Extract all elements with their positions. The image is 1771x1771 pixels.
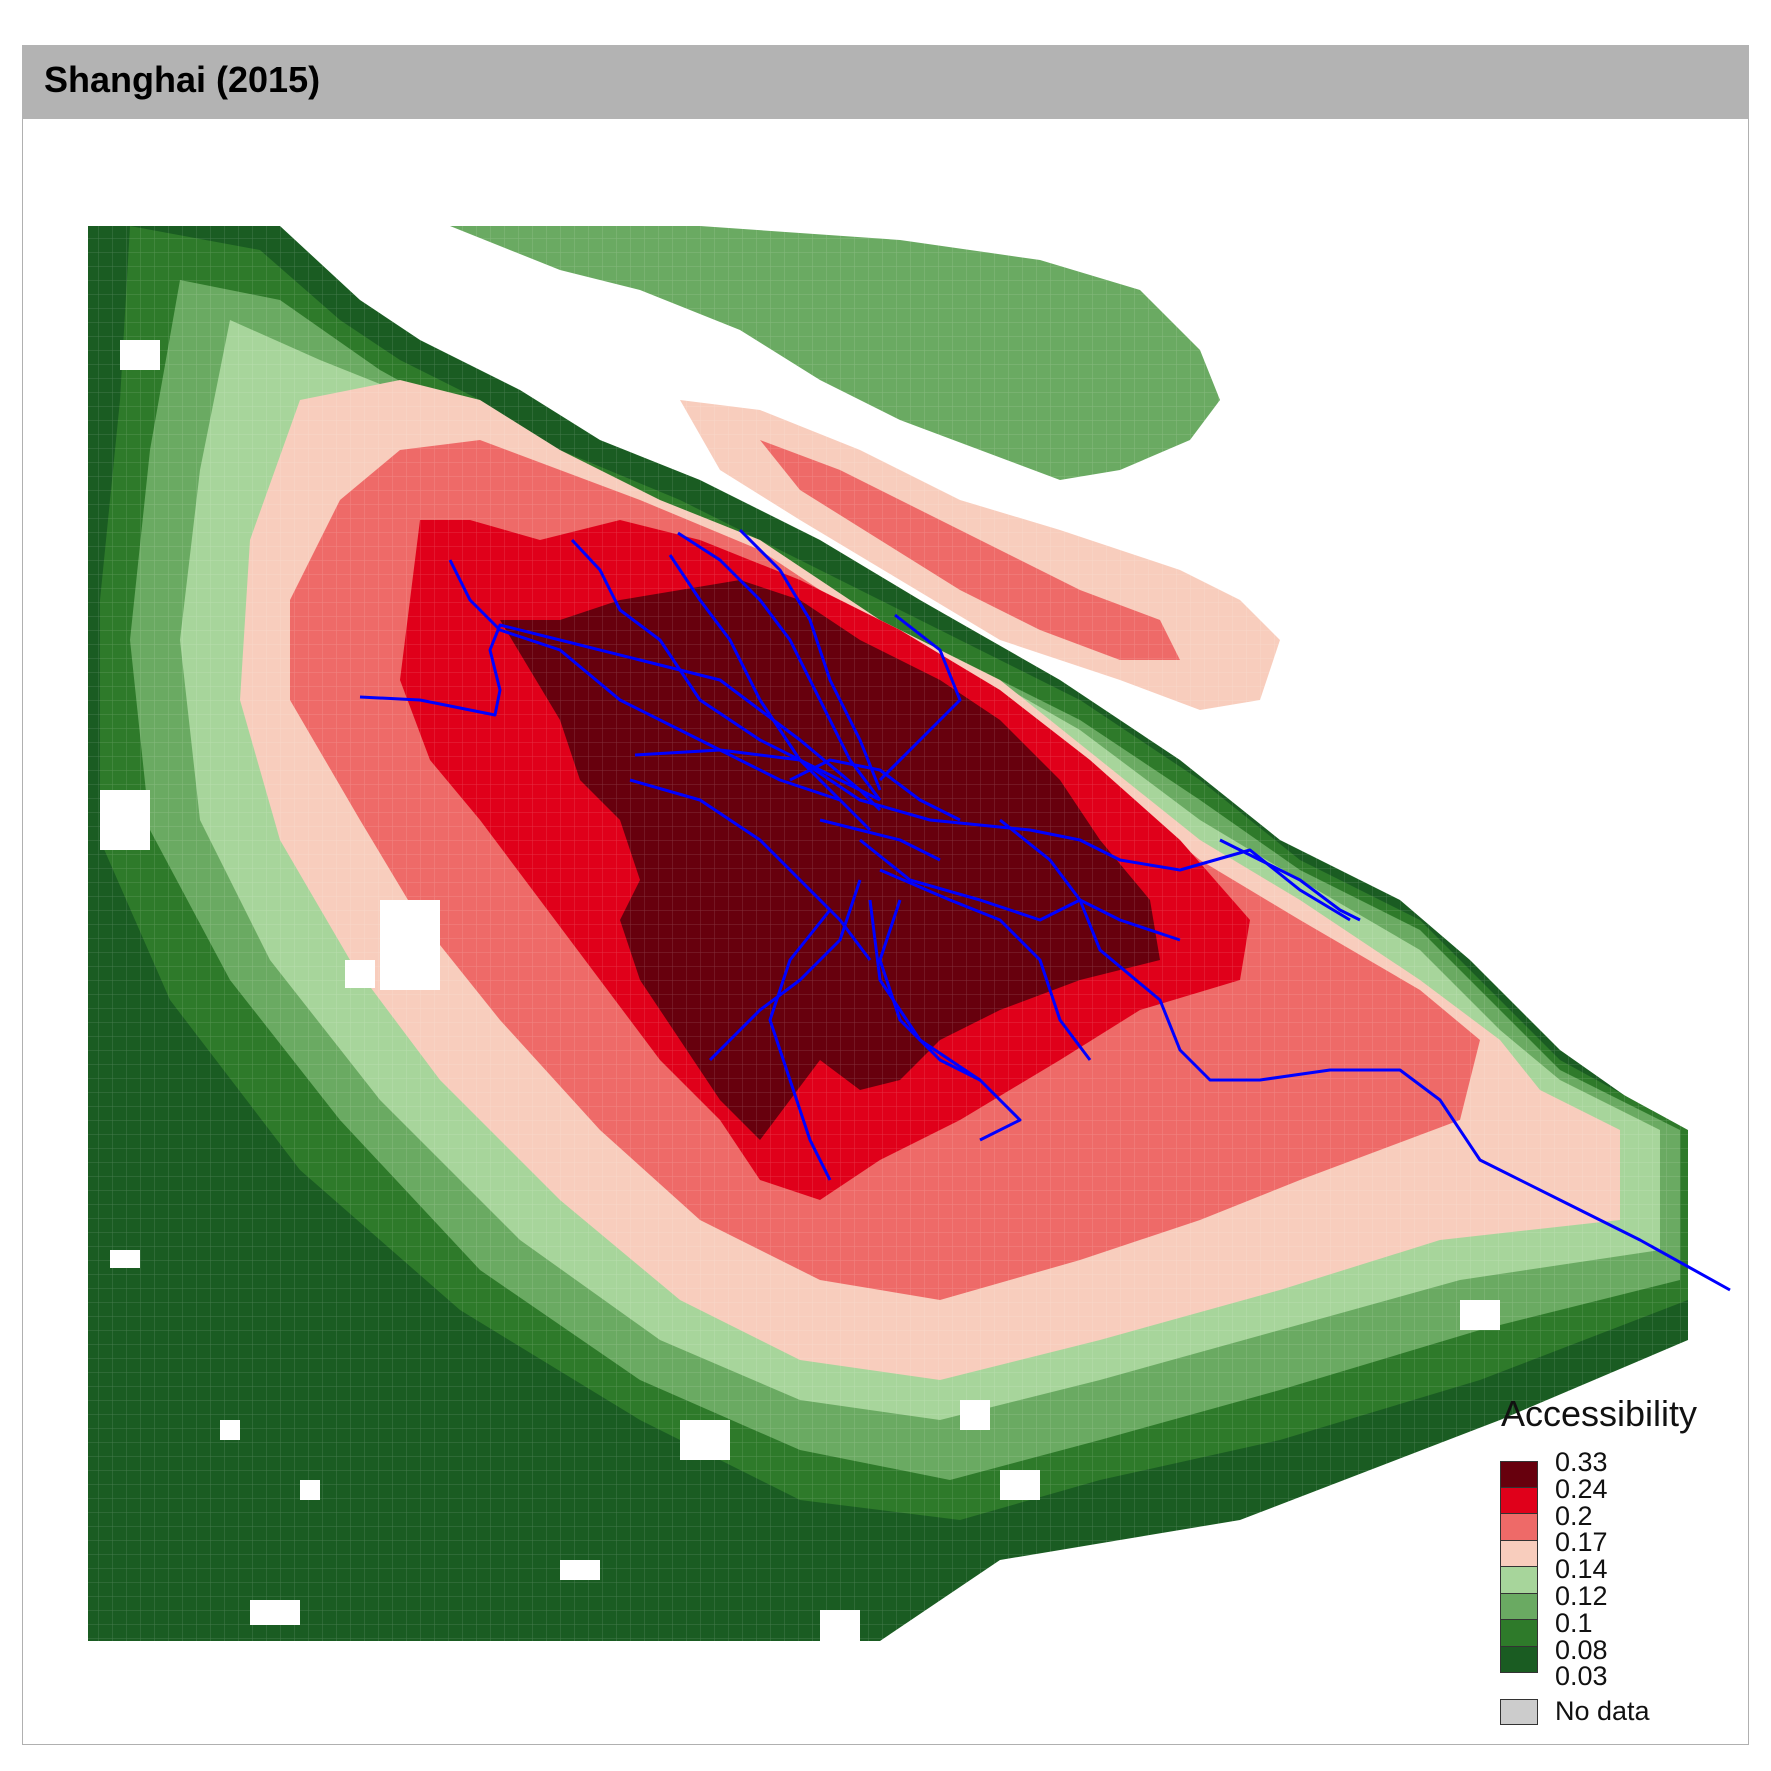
no-coverage-patch (560, 1560, 600, 1580)
legend-swatch-3 (1500, 1540, 1538, 1567)
legend-swatch-1 (1500, 1487, 1538, 1514)
metro-line (878, 613, 962, 782)
legend-swatch-no-data (1500, 1699, 1538, 1725)
metro-line (677, 531, 882, 801)
legend-swatch-0 (1500, 1461, 1538, 1488)
metro-line (878, 899, 1022, 1142)
legend-label-no-data: No data (1555, 1696, 1650, 1726)
legend: Accessibility 0.33 0.24 0.2 0.17 0.14 0.12 0.1… (1500, 1393, 1740, 1726)
legend-break-label: 0.14 (1555, 1554, 1608, 1585)
no-coverage-patch (220, 1420, 240, 1440)
no-coverage-patch (300, 1480, 320, 1500)
no-coverage-patch (345, 960, 375, 988)
metro-line (634, 748, 1351, 922)
no-coverage-patch (960, 1400, 990, 1430)
metro-line (708, 879, 862, 1062)
legend-swatch-7 (1500, 1646, 1538, 1673)
metro-line (359, 623, 882, 812)
legend-break-label: 0.1 (1555, 1607, 1593, 1638)
legend-labels: 0.33 0.24 0.2 0.17 0.14 0.12 0.1 0.08 0.03 (1555, 1449, 1608, 1690)
legend-swatch-4 (1500, 1567, 1538, 1594)
legend-break-label: 0.12 (1555, 1580, 1608, 1611)
metro-line (789, 758, 961, 822)
legend-break-label: 0.24 (1555, 1473, 1608, 1504)
no-coverage-patch (110, 1250, 140, 1268)
panel-title-strip: Shanghai (2015) (22, 45, 1749, 119)
no-coverage-patch (680, 1420, 730, 1460)
metro-lines (359, 528, 1731, 1292)
legend-swatch-2 (1500, 1514, 1538, 1541)
legend-title: Accessibility (1501, 1393, 1698, 1434)
legend-swatches (1500, 1461, 1538, 1673)
metro-line (879, 868, 1092, 1061)
metro-line (768, 909, 832, 1181)
legend-swatch-6 (1500, 1620, 1538, 1647)
no-coverage-patch (100, 790, 150, 850)
metro-line (859, 838, 1181, 942)
no-coverage-patch (250, 1600, 300, 1625)
legend-break-label: 0.08 (1555, 1634, 1608, 1665)
legend-break-label: 0.33 (1555, 1447, 1608, 1477)
no-coverage-patch (120, 340, 160, 370)
no-coverage-patch (1460, 1300, 1500, 1330)
no-coverage-patch (1000, 1470, 1040, 1500)
metro-line (999, 818, 1731, 1292)
metro-line (819, 818, 941, 862)
metro-line (448, 559, 841, 802)
metro-line (868, 899, 981, 1082)
legend-break-label: 0.03 (1555, 1661, 1608, 1692)
metro-line (1219, 838, 1361, 922)
panel-title: Shanghai (2015) (44, 59, 321, 100)
legend-break-label: 0.2 (1555, 1500, 1593, 1531)
no-coverage-patch (820, 1610, 860, 1641)
legend-swatch-5 (1500, 1593, 1538, 1620)
metro-line (668, 554, 872, 832)
legend-break-label: 0.17 (1555, 1527, 1608, 1558)
no-coverage-patch (380, 900, 440, 990)
metro-line (738, 528, 882, 791)
